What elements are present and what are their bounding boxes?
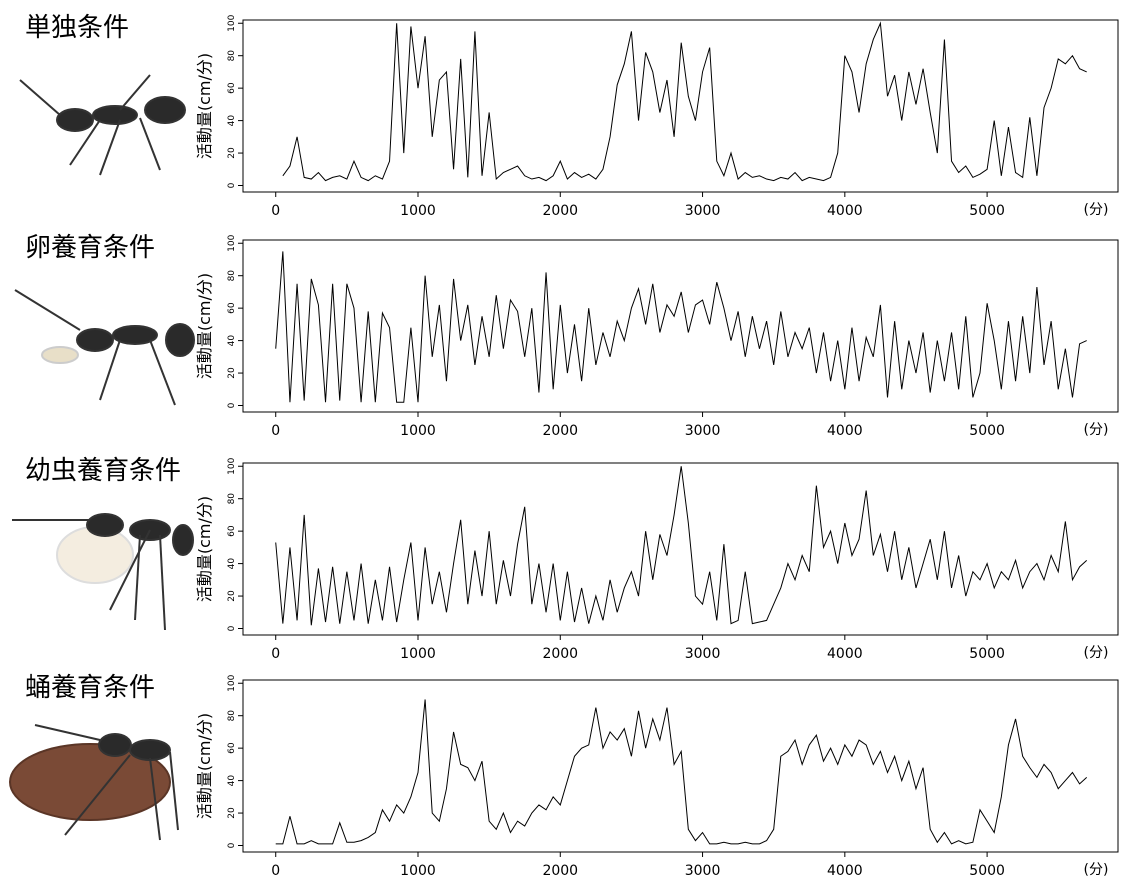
- y-axis-label: 活動量(cm/分): [195, 273, 214, 379]
- x-tick-label: 5000: [969, 423, 1005, 439]
- x-tick-label: 1000: [400, 203, 436, 219]
- activity-line: [276, 466, 1087, 625]
- x-tick-label: 0: [271, 423, 280, 439]
- ant-egg: [15, 290, 194, 405]
- x-tick-label: 3000: [685, 203, 721, 219]
- activity-line: [283, 23, 1087, 180]
- y-tick-label: 0: [227, 402, 237, 408]
- y-tick-label: 0: [227, 625, 237, 631]
- x-tick-label: 4000: [827, 646, 863, 662]
- panel-title: 幼虫養育条件: [25, 456, 181, 486]
- y-tick-label: 40: [227, 775, 237, 787]
- y-tick-label: 80: [227, 50, 237, 62]
- y-tick-label: 60: [227, 302, 237, 314]
- y-tick-label: 100: [227, 674, 237, 691]
- x-axis-label: (分): [1084, 645, 1109, 661]
- ant-pupa: [10, 725, 178, 840]
- y-tick-label: 100: [227, 457, 237, 474]
- x-tick-label: 3000: [685, 423, 721, 439]
- activity-line: [276, 251, 1087, 402]
- x-tick-label: 1000: [400, 863, 436, 878]
- y-tick-label: 60: [227, 82, 237, 94]
- x-tick-label: 4000: [827, 863, 863, 878]
- x-tick-label: 3000: [685, 646, 721, 662]
- x-tick-label: 2000: [542, 423, 578, 439]
- y-tick-label: 60: [227, 742, 237, 754]
- y-tick-label: 20: [227, 367, 237, 379]
- x-axis-label: (分): [1084, 422, 1109, 438]
- x-tick-label: 5000: [969, 646, 1005, 662]
- x-tick-label: 0: [271, 863, 280, 878]
- ant-solo: [20, 75, 185, 175]
- x-tick-label: 3000: [685, 863, 721, 878]
- figure: 単独条件活動量(cm/分)020406080100010002000300040…: [0, 0, 1121, 878]
- activity-line: [276, 699, 1087, 843]
- plot-frame: [243, 680, 1118, 852]
- y-tick-label: 40: [227, 115, 237, 127]
- y-tick-label: 20: [227, 147, 237, 159]
- x-tick-label: 2000: [542, 203, 578, 219]
- ant-larva: [12, 514, 193, 630]
- y-tick-label: 80: [227, 493, 237, 505]
- y-tick-label: 60: [227, 525, 237, 537]
- y-axis-label: 活動量(cm/分): [195, 53, 214, 159]
- x-tick-label: 4000: [827, 423, 863, 439]
- y-tick-label: 0: [227, 182, 237, 188]
- y-axis-label: 活動量(cm/分): [195, 713, 214, 819]
- x-tick-label: 0: [271, 203, 280, 219]
- x-tick-label: 5000: [969, 863, 1005, 878]
- y-tick-label: 20: [227, 590, 237, 602]
- y-tick-label: 40: [227, 558, 237, 570]
- x-tick-label: 2000: [542, 646, 578, 662]
- y-tick-label: 100: [227, 234, 237, 251]
- x-tick-label: 1000: [400, 423, 436, 439]
- x-tick-label: 2000: [542, 863, 578, 878]
- plot-frame: [243, 463, 1118, 635]
- y-tick-label: 100: [227, 14, 237, 31]
- y-tick-label: 40: [227, 335, 237, 347]
- panel-title: 蛹養育条件: [25, 673, 155, 703]
- x-axis-label: (分): [1084, 862, 1109, 878]
- x-tick-label: 5000: [969, 203, 1005, 219]
- x-axis-label: (分): [1084, 202, 1109, 218]
- panel-title: 単独条件: [25, 13, 129, 43]
- y-tick-label: 80: [227, 270, 237, 282]
- y-axis-label: 活動量(cm/分): [195, 496, 214, 602]
- x-tick-label: 4000: [827, 203, 863, 219]
- y-tick-label: 20: [227, 807, 237, 819]
- y-tick-label: 0: [227, 842, 237, 848]
- panel-title: 卵養育条件: [25, 233, 155, 263]
- x-tick-label: 0: [271, 646, 280, 662]
- y-tick-label: 80: [227, 710, 237, 722]
- x-tick-label: 1000: [400, 646, 436, 662]
